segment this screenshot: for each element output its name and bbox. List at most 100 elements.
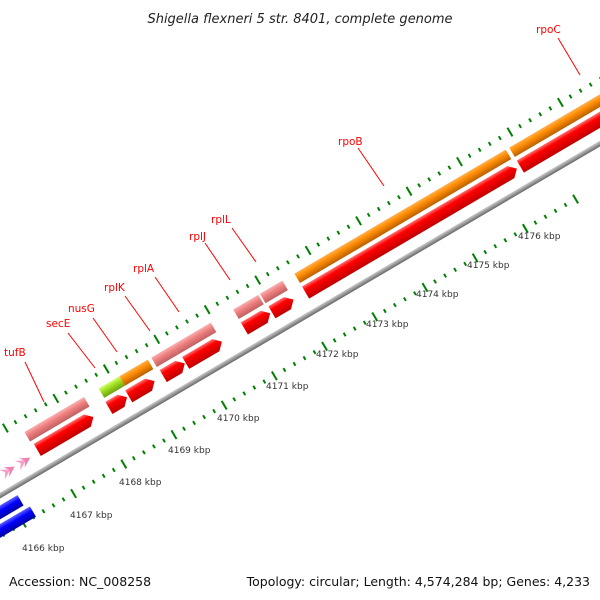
chevron-feature (14, 460, 26, 471)
feature-rpoB[interactable] (294, 149, 512, 284)
scale-minor-tick (61, 497, 66, 502)
feature-rpoC[interactable] (509, 74, 600, 158)
scale-label: 4173 kbp (366, 320, 409, 330)
scale-minor-tick (192, 420, 196, 426)
scale-minor-tick (433, 279, 437, 284)
scale-minor-tick (362, 320, 367, 325)
gene-label-tufB[interactable]: tufB (4, 347, 26, 359)
scale-major-tick (220, 400, 228, 411)
cds-rplL[interactable] (268, 294, 297, 319)
minor-tick (296, 254, 300, 259)
genome-info-text: Topology: circular; Length: 4,574,284 bp… (246, 574, 590, 589)
gene-label-leader (24, 361, 45, 403)
chevron-feature (3, 466, 15, 477)
scale-minor-tick (292, 361, 297, 367)
gene-label-nusG[interactable]: nusG (68, 303, 95, 315)
scale-label: 4167 kbp (70, 511, 113, 521)
feature-secE[interactable] (98, 376, 125, 398)
scale-major-tick (120, 459, 128, 469)
minor-tick (64, 390, 68, 395)
scale-minor-tick (513, 232, 518, 237)
gene-label-rplL[interactable]: rplL (211, 214, 231, 226)
minor-tick (386, 200, 391, 206)
scale-minor-tick (91, 479, 96, 485)
feature-rplA[interactable] (172, 322, 217, 355)
feature-blue-2[interactable] (0, 506, 36, 548)
minor-tick (588, 82, 593, 87)
gene-label-rplA[interactable]: rplA (133, 263, 155, 275)
cds-tufB[interactable] (33, 411, 97, 456)
cds-rplA[interactable] (182, 336, 225, 369)
scale-minor-tick (141, 450, 146, 455)
scale-minor-tick (553, 208, 558, 214)
minor-tick (235, 289, 240, 295)
scale-minor-tick (202, 414, 206, 420)
minor-tick (225, 295, 230, 301)
scale-minor-tick (81, 485, 86, 490)
gene-labels: tufB secE nusG rplK rplA rplJ rplL rpoB rpoC (4, 24, 581, 403)
cds-secE[interactable] (105, 391, 130, 414)
minor-tick (286, 260, 290, 265)
gene-label-rpoB[interactable]: rpoB (338, 136, 363, 148)
feature-nusG[interactable] (119, 359, 154, 386)
scale-label: 4170 kbp (217, 414, 260, 424)
scale-major-tick (421, 282, 429, 293)
feature-rplJ[interactable] (233, 294, 264, 319)
scale-major-tick (572, 194, 579, 204)
major-tick (52, 393, 60, 404)
gene-label-leader (357, 147, 385, 187)
scale-minor-tick (493, 243, 498, 249)
feature-rplK[interactable] (151, 344, 179, 368)
gene-label-secE[interactable]: secE (46, 318, 70, 330)
scale-minor-tick (563, 202, 568, 208)
cds-rpoC[interactable] (516, 87, 600, 173)
scale-major-tick (471, 253, 479, 263)
minor-tick (427, 177, 432, 182)
minor-tick (275, 265, 280, 271)
minor-tick (326, 236, 331, 241)
minor-tick (185, 319, 189, 324)
major-tick (203, 304, 211, 315)
minor-tick (13, 419, 18, 425)
minor-tick (336, 230, 341, 235)
scale-minor-tick (533, 220, 538, 225)
minor-tick (518, 123, 522, 129)
gene-label-leader (124, 295, 151, 332)
gene-label-leader (92, 317, 118, 353)
scale-label: 4171 kbp (266, 382, 309, 392)
cds-rpoB[interactable] (302, 163, 520, 299)
minor-tick (215, 301, 220, 306)
minor-tick (346, 224, 351, 230)
minor-tick (23, 414, 28, 419)
scale-major-tick (371, 312, 379, 322)
scale-minor-tick (382, 308, 387, 314)
scale-label: 4174 kbp (416, 290, 459, 300)
minor-tick (316, 242, 321, 247)
minor-tick (497, 135, 502, 141)
major-tick (254, 275, 262, 285)
map-title: Shigella flexneri 5 str. 8401, complete … (147, 12, 452, 27)
gene-label-rplK[interactable]: rplK (104, 282, 126, 294)
scale-major-tick (170, 429, 178, 440)
cds-nusG[interactable] (125, 375, 158, 403)
minor-tick (578, 88, 583, 93)
gene-label-rpoC[interactable]: rpoC (536, 24, 561, 36)
feature-rplL[interactable] (259, 280, 288, 304)
minor-tick (376, 206, 381, 212)
scale-minor-tick (302, 355, 307, 361)
minor-tick (114, 360, 119, 366)
scale-major-tick (70, 488, 77, 499)
scale-minor-tick (131, 455, 136, 461)
cds-rplJ[interactable] (240, 307, 274, 335)
cds-rplK[interactable] (159, 357, 189, 383)
major-tick (355, 216, 362, 226)
minor-tick (437, 171, 442, 176)
gene-label-leader (154, 276, 180, 313)
feature-tufB[interactable] (24, 397, 90, 442)
scale-label: 4176 kbp (518, 232, 561, 242)
feature-blue-1[interactable] (0, 495, 24, 534)
scale-label: 4169 kbp (168, 446, 211, 456)
gene-label-rplJ[interactable]: rplJ (189, 231, 206, 243)
scale-minor-tick (403, 296, 407, 302)
minor-tick (74, 384, 78, 389)
